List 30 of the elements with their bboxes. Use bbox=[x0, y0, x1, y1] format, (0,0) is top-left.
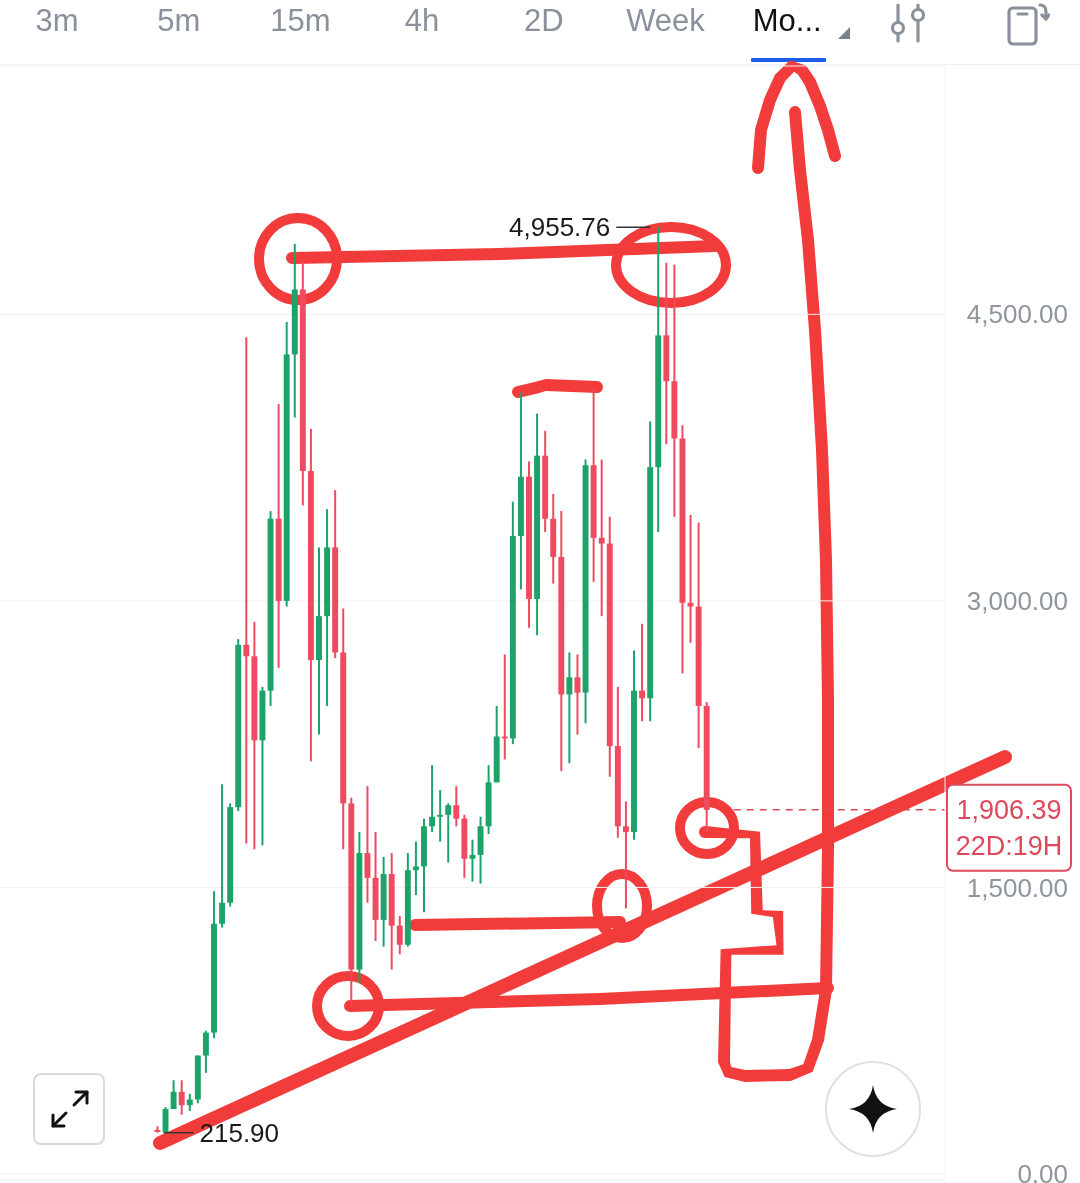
text: Mo... bbox=[752, 3, 822, 38]
annotation: 215.90 bbox=[199, 1117, 280, 1148]
text: 5m bbox=[157, 3, 201, 38]
candlestick bbox=[566, 651, 573, 765]
text: Week bbox=[626, 3, 705, 38]
candlestick bbox=[202, 1029, 209, 1074]
y-tick-label: 4,500.00 bbox=[966, 299, 1068, 330]
text: 3m bbox=[35, 3, 79, 38]
candlestick bbox=[412, 840, 419, 897]
annotation: 4,955.76 bbox=[509, 212, 611, 243]
candlestick bbox=[445, 802, 452, 864]
y-tick-label: 1,500.00 bbox=[966, 872, 1068, 903]
candlestick bbox=[219, 783, 226, 929]
text: 2D bbox=[523, 3, 564, 38]
text: 15m bbox=[270, 3, 331, 38]
text: 4h bbox=[404, 3, 440, 38]
candlestick bbox=[178, 1079, 185, 1116]
y-tick-label: 3,000.00 bbox=[966, 585, 1068, 616]
y-tick-label: 0.00 bbox=[1017, 1159, 1068, 1183]
ref-line-label: 1,906.39 bbox=[956, 795, 1062, 826]
candlestick bbox=[598, 458, 605, 618]
candlestick bbox=[453, 785, 460, 828]
candlestick bbox=[243, 336, 250, 845]
candlestick bbox=[170, 1079, 177, 1111]
candlestick bbox=[429, 764, 436, 834]
candlestick bbox=[639, 622, 646, 723]
candlestick bbox=[622, 800, 629, 910]
candlestick bbox=[396, 915, 403, 956]
text: 22D:19H bbox=[955, 831, 1063, 862]
candlestick bbox=[437, 789, 444, 843]
